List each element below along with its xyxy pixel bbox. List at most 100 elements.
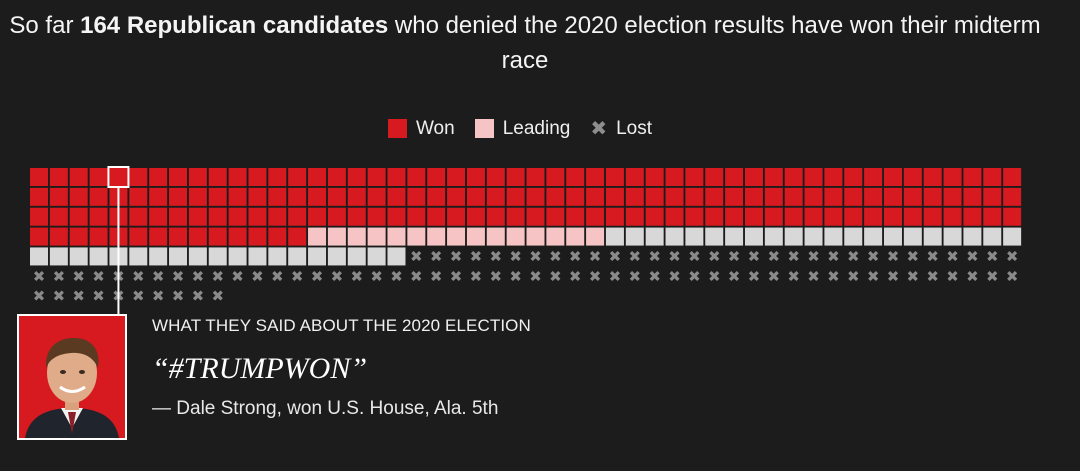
waffle-cell-won <box>744 168 763 186</box>
waffle-cell-won <box>407 187 426 206</box>
waffle-cell-won <box>764 168 783 186</box>
waffle-cell-lost-x: ✖ <box>748 267 761 285</box>
waffle-cell-lost-x: ✖ <box>946 247 959 265</box>
waffle-cell-won <box>466 168 485 186</box>
waffle-cell-leading <box>506 227 525 246</box>
legend-item-won: Won <box>387 118 455 140</box>
waffle-cell-lost-x: ✖ <box>986 247 999 265</box>
waffle-cell-leading <box>347 227 366 246</box>
waffle-cell-leading <box>308 227 327 246</box>
waffle-cell-lost <box>169 247 188 266</box>
waffle-cell-won <box>367 207 386 226</box>
waffle-cell-won <box>1003 187 1022 206</box>
waffle-cell-lost <box>903 227 922 246</box>
x-icon: ✖ <box>590 118 608 140</box>
waffle-cell-won <box>566 207 585 226</box>
legend-label-leading: Leading <box>502 117 571 139</box>
waffle-cell-won <box>864 187 883 206</box>
waffle-cell-lost <box>804 227 823 246</box>
waffle-cell-won <box>725 187 744 206</box>
waffle-cell-lost-x: ✖ <box>768 267 781 285</box>
waffle-cell-won <box>387 187 406 206</box>
waffle-cell-won <box>208 168 227 186</box>
waffle-cell-lost <box>864 227 883 246</box>
waffle-cell-won <box>109 168 128 186</box>
waffle-cell-lost-x: ✖ <box>470 267 483 285</box>
waffle-cell-leading <box>486 227 505 246</box>
waffle-cell-won <box>963 187 982 206</box>
waffle-cell-lost <box>69 247 88 266</box>
waffle-cell-won <box>665 187 684 206</box>
waffle-cell-lost-x: ✖ <box>847 247 860 265</box>
waffle-cell-lost <box>347 247 366 266</box>
waffle-cell-lost-x: ✖ <box>53 287 66 305</box>
waffle-cell-lost-x: ✖ <box>211 267 224 285</box>
waffle-cell-won <box>188 207 207 226</box>
waffle-cell-lost <box>685 227 704 246</box>
waffle-cell-won <box>764 187 783 206</box>
waffle-cell-won <box>784 207 803 226</box>
waffle-cell-won <box>89 168 108 186</box>
waffle-cell-won <box>308 168 327 186</box>
waffle-cell-won <box>526 207 545 226</box>
waffle-cell-leading <box>546 227 565 246</box>
waffle-cell-lost-x: ✖ <box>549 247 562 265</box>
waffle-cell-lost <box>883 227 902 246</box>
waffle-cell-won <box>447 168 466 186</box>
waffle-cell-won <box>69 187 88 206</box>
waffle-cell-won <box>30 207 48 226</box>
waffle-cell-lost <box>844 227 863 246</box>
waffle-cell-lost-x: ✖ <box>1006 267 1019 285</box>
waffle-cell-lost-x: ✖ <box>331 267 344 285</box>
waffle-cell-won <box>824 168 843 186</box>
waffle-cell-lost-x: ✖ <box>807 247 820 265</box>
waffle-cell-won <box>566 187 585 206</box>
waffle-cell-won <box>427 207 446 226</box>
waffle-cell-won <box>864 168 883 186</box>
quote-block: WHAT THEY SAID ABOUT THE 2020 ELECTION “… <box>152 316 531 420</box>
waffle-cell-lost-x: ✖ <box>72 287 85 305</box>
waffle-cell-lost-x: ✖ <box>509 247 522 265</box>
waffle-cell-lost <box>387 247 406 266</box>
waffle-cell-won <box>943 187 962 206</box>
waffle-cell-lost-x: ✖ <box>251 267 264 285</box>
waffle-cell-won <box>645 187 664 206</box>
waffle-cell-won <box>169 187 188 206</box>
waffle-cell-lost-x: ✖ <box>589 247 602 265</box>
waffle-cell-won <box>208 207 227 226</box>
waffle-cell-won <box>327 187 346 206</box>
waffle-cell-leading <box>566 227 585 246</box>
waffle-cell-won <box>407 168 426 186</box>
waffle-cell-won <box>705 168 724 186</box>
waffle-cell-won <box>188 187 207 206</box>
waffle-cell-lost-x: ✖ <box>668 247 681 265</box>
waffle-cell-lost-x: ✖ <box>827 247 840 265</box>
waffle-cell-won <box>1003 207 1022 226</box>
waffle-cell-lost-x: ✖ <box>430 247 443 265</box>
waffle-cell-lost <box>744 227 763 246</box>
waffle-cell-won <box>943 207 962 226</box>
waffle-cell-won <box>685 187 704 206</box>
legend-label-lost: Lost <box>616 117 653 139</box>
waffle-cell-lost-x: ✖ <box>986 267 999 285</box>
waffle-cell-lost-x: ✖ <box>807 267 820 285</box>
waffle-cell-lost-x: ✖ <box>648 267 661 285</box>
waffle-cell-won <box>89 227 108 246</box>
waffle-cell-won <box>149 227 168 246</box>
waffle-cell-lost <box>288 247 307 266</box>
waffle-cell-won <box>963 207 982 226</box>
waffle-cell-lost-x: ✖ <box>907 267 920 285</box>
waffle-cell-lost-x: ✖ <box>152 287 165 305</box>
waffle-cell-won <box>784 187 803 206</box>
waffle-cell-won <box>824 187 843 206</box>
headline-bold: 164 Republican candidates <box>80 12 389 39</box>
waffle-cell-won <box>89 207 108 226</box>
waffle-cell-won <box>645 168 664 186</box>
waffle-cell-won <box>447 187 466 206</box>
waffle-cell-won <box>347 207 366 226</box>
waffle-cell-lost-x: ✖ <box>132 287 145 305</box>
waffle-cell-lost-x: ✖ <box>827 267 840 285</box>
waffle-cell-lost-x: ✖ <box>509 267 522 285</box>
waffle-cell-won <box>248 168 267 186</box>
waffle-cell-lost <box>49 247 68 266</box>
